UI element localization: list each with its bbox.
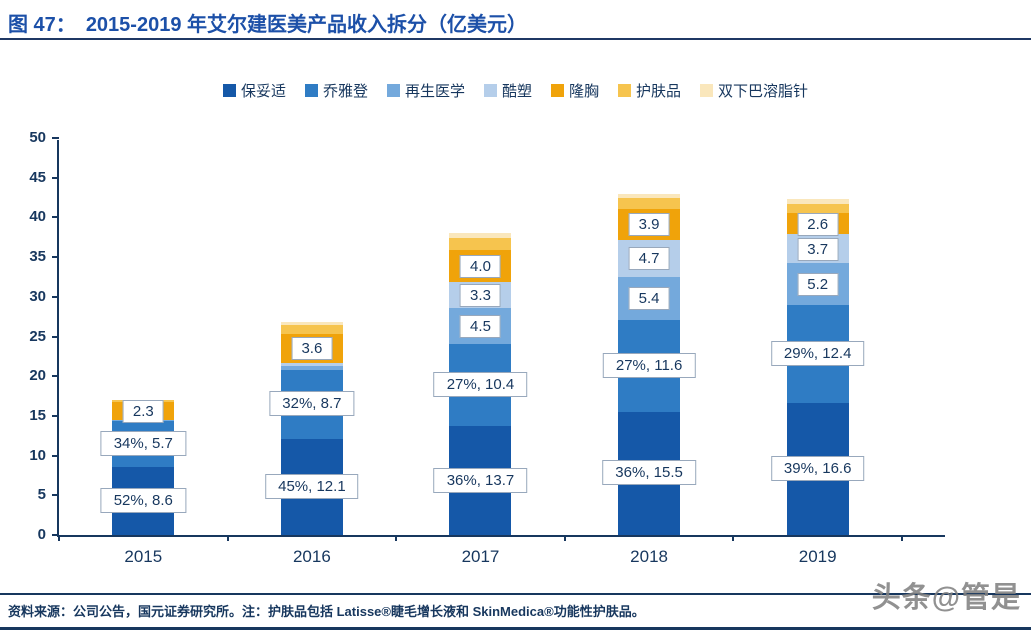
bar-segment	[786, 203, 849, 214]
y-axis-tick-label: 10	[29, 446, 46, 464]
data-label: 3.9	[628, 213, 670, 237]
data-label: 34%, 5.7	[100, 431, 186, 457]
y-axis-tick-label: 40	[29, 208, 46, 226]
y-axis-tick-label: 5	[37, 486, 46, 504]
x-axis-tick-mark	[395, 535, 398, 541]
legend-swatch	[483, 84, 497, 97]
legend-label: 护肤品	[636, 83, 682, 100]
data-label: 27%, 10.4	[433, 371, 528, 397]
y-axis-tick-mark	[52, 256, 59, 259]
x-axis-tick-mark	[226, 535, 229, 541]
y-axis-tick-mark	[52, 494, 59, 497]
legend-item: 再生医学	[386, 80, 465, 101]
y-axis-tick-mark	[52, 454, 59, 457]
chart-legend: 保妥适 乔雅登 再生医学 酷塑 隆胸 护肤品 双下巴溶脂针	[0, 80, 1031, 101]
data-label: 3.7	[797, 237, 839, 261]
y-axis-tick-label: 25	[29, 327, 46, 345]
legend-item: 双下巴溶脂针	[700, 80, 808, 101]
legend-swatch	[386, 84, 400, 97]
legend-swatch	[222, 84, 236, 97]
legend-item: 保妥适	[222, 80, 286, 101]
y-axis-tick-label: 0	[37, 526, 46, 543]
bars-container: 52%, 8.6 34%, 5.7 2.3 2015 45%, 12.1 32%, 8.7…	[58, 140, 903, 566]
data-label: 5.2	[797, 273, 839, 297]
data-label: 45%, 12.1	[265, 473, 359, 499]
bar-2017: 36%, 13.7 27%, 10.4 4.5 3.3 4.0 2017	[396, 140, 565, 566]
y-axis-tick-label: 35	[29, 248, 46, 266]
data-label: 4.0	[460, 254, 501, 278]
bar-segment	[449, 238, 512, 250]
data-label: 27%, 11.6	[602, 352, 696, 378]
bar-segment	[280, 322, 343, 325]
data-label: 2.6	[797, 212, 839, 236]
data-label: 3.6	[291, 337, 333, 361]
x-axis-label: 2018	[630, 547, 668, 566]
data-label: 2.3	[122, 399, 164, 423]
y-axis-tick-mark	[52, 414, 59, 417]
legend-label: 保妥适	[240, 83, 286, 100]
legend-swatch	[618, 84, 632, 97]
legend-swatch	[304, 84, 318, 97]
legend-label: 乔雅登	[322, 83, 368, 100]
y-axis-tick-mark	[52, 176, 59, 179]
legend-label: 再生医学	[404, 83, 465, 100]
legend-item: 护肤品	[618, 80, 681, 101]
data-label: 4.7	[628, 247, 670, 271]
x-axis-tick-mark	[901, 535, 903, 541]
x-axis-tick-mark	[58, 535, 60, 541]
data-label: 52%, 8.6	[100, 487, 186, 513]
y-axis-tick-label: 30	[29, 287, 46, 305]
data-label: 39%, 16.6	[770, 456, 865, 482]
y-axis-tick-mark	[52, 216, 59, 219]
y-axis-tick-label: 45	[29, 168, 46, 186]
x-axis-label: 2016	[292, 547, 331, 566]
data-label: 5.4	[628, 287, 670, 311]
legend-label: 双下巴溶脂针	[718, 83, 809, 100]
x-axis-label: 2015	[124, 547, 163, 566]
legend-item: 酷塑	[483, 80, 532, 101]
figure-number: 图 47：	[8, 14, 76, 36]
legend-swatch	[551, 84, 564, 97]
data-label: 36%, 13.7	[433, 467, 528, 493]
chart-plot-area: 52%, 8.6 34%, 5.7 2.3 2015 45%, 12.1 32%, 8.7…	[29, 129, 945, 566]
y-axis-tick-label: 50	[29, 129, 46, 146]
bar-segment	[280, 362, 343, 366]
data-label: 4.5	[460, 314, 501, 338]
x-axis-label: 2019	[798, 547, 837, 566]
bar-segment	[786, 199, 849, 204]
y-axis-tick-mark	[52, 295, 59, 298]
bar-2019: 39%, 16.6 29%, 12.4 5.2 3.7 2.6 2019	[733, 140, 902, 566]
legend-label: 隆胸	[569, 83, 600, 100]
bar-segment	[618, 198, 681, 209]
bar-segment	[618, 193, 681, 199]
data-label: 29%, 12.4	[770, 340, 865, 366]
y-axis-tick-mark	[52, 534, 59, 536]
legend-swatch	[700, 84, 714, 97]
bar-2016: 45%, 12.1 32%, 8.7 3.6 2016	[228, 140, 397, 566]
figure-header: 图 47： 2015-2019 年艾尔建医美产品收入拆分（亿美元）	[0, 0, 1031, 40]
data-label: 36%, 15.5	[602, 460, 696, 486]
figure-title: 2015-2019 年艾尔建医美产品收入拆分（亿美元）	[85, 14, 528, 36]
data-label: 3.3	[460, 283, 501, 307]
legend-item: 乔雅登	[304, 80, 368, 101]
bar-segment	[280, 324, 343, 335]
y-axis-tick-label: 15	[29, 406, 46, 424]
bar-2015: 52%, 8.6 34%, 5.7 2.3 2015	[59, 140, 228, 566]
x-axis-label: 2017	[461, 547, 500, 566]
bar-2018: 36%, 15.5 27%, 11.6 5.4 4.7 3.9 2018	[565, 140, 734, 566]
legend-item: 隆胸	[551, 80, 599, 101]
data-label: 32%, 8.7	[269, 391, 355, 417]
bar-segment	[280, 365, 343, 370]
x-axis-tick-mark	[732, 535, 735, 541]
y-axis-tick-mark	[52, 335, 59, 338]
bar-segment	[449, 233, 512, 239]
source-note: 资料来源：公司公告，国元证券研究所。注：护肤品包括 Latisse®睫毛增长液和…	[0, 593, 1031, 630]
x-axis-tick-mark	[563, 535, 566, 541]
y-axis-tick-mark	[52, 137, 59, 139]
legend-label: 酷塑	[501, 83, 532, 100]
y-axis-tick-label: 20	[29, 367, 46, 385]
y-axis-tick-mark	[52, 375, 59, 378]
